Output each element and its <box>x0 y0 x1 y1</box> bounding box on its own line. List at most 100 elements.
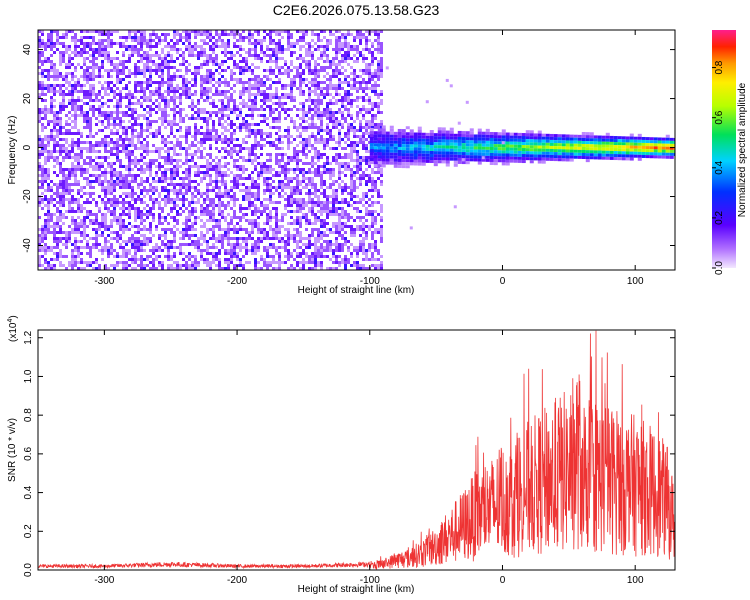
spectrogram-cell <box>158 222 161 225</box>
spectrogram-cell <box>206 78 209 81</box>
spectrogram-cell <box>242 36 245 39</box>
spectrogram-cell <box>266 117 269 120</box>
spectrogram-cell <box>200 132 203 135</box>
spectrogram-cell <box>209 204 212 207</box>
spectrogram-cell <box>311 204 314 207</box>
spectrogram-cell <box>38 144 41 147</box>
spectrogram-cell <box>161 261 164 264</box>
spectrogram-cell <box>47 168 50 171</box>
spectrogram-cell <box>302 204 305 207</box>
spectrogram-cell <box>53 234 56 237</box>
spectrogram-cell <box>140 141 143 144</box>
spectrogram-cell <box>275 138 278 141</box>
spectrogram-cell <box>149 165 152 168</box>
spectrogram-cell <box>272 48 275 51</box>
spectrogram-cell <box>230 249 233 252</box>
spectrogram-cell <box>140 165 143 168</box>
spectrogram-cell <box>197 201 200 204</box>
spectrogram-cell <box>212 57 215 60</box>
spectrogram-cell <box>194 126 197 129</box>
spectrogram-cell <box>314 99 317 102</box>
spectrogram-cell <box>161 180 164 183</box>
spectrogram-cell <box>344 264 347 267</box>
spectrogram-cell <box>38 168 41 171</box>
spectrogram-cell <box>209 102 212 105</box>
spectrogram-cell <box>59 150 62 153</box>
spectrogram-cell <box>317 36 320 39</box>
spectrogram-cell <box>302 264 305 267</box>
spectrogram-cell <box>326 267 329 270</box>
spectrogram-cell <box>86 147 89 150</box>
spectrogram-cell <box>254 144 257 147</box>
spectrogram-cell <box>344 216 347 219</box>
spectrogram-cell <box>188 165 191 168</box>
spectrogram-cell <box>200 84 203 87</box>
spectrogram-cell <box>263 138 266 141</box>
spectrogram-cell <box>41 147 44 150</box>
spectrogram-cell <box>47 210 50 213</box>
spectrogram-cell <box>119 219 122 222</box>
spectrogram-cell <box>326 144 329 147</box>
spectrogram-cell <box>176 123 179 126</box>
spectrogram-cell <box>233 147 236 150</box>
spectrogram-cell <box>140 147 143 150</box>
spectrogram-cell <box>77 159 80 162</box>
spectrogram-cell <box>311 234 314 237</box>
spectrogram-cell <box>254 48 257 51</box>
spectrogram-cell <box>164 105 167 108</box>
spectrogram-cell <box>347 93 350 96</box>
spectrogram-cell <box>302 150 305 153</box>
spectrogram-cell <box>68 201 71 204</box>
spectrogram-cell <box>311 84 314 87</box>
spectrogram-cell <box>170 207 173 210</box>
spectrogram-cell <box>314 249 317 252</box>
spectrogram-cell <box>191 144 194 147</box>
spectrogram-cell <box>71 141 74 144</box>
spectrogram-cell <box>95 162 98 165</box>
spectrogram-cell <box>266 237 269 240</box>
spectrogram-cell <box>62 168 65 171</box>
spectrogram-cell <box>41 75 44 78</box>
spectrogram-cell <box>332 222 335 225</box>
spectrogram-cell <box>230 126 233 129</box>
spectrogram-cell <box>224 249 227 252</box>
spectrogram-cell <box>128 183 131 186</box>
spectrogram-cell <box>155 132 158 135</box>
spectrogram-cell <box>107 87 110 90</box>
spectrogram-cell <box>176 39 179 42</box>
spectrogram-cell <box>305 63 308 66</box>
spectrogram-cell <box>185 189 188 192</box>
spectrogram-cell <box>101 252 104 255</box>
spectrogram-cell <box>185 264 188 267</box>
spectrogram-cell <box>149 123 152 126</box>
spectrogram-cell <box>308 45 311 48</box>
spectrogram-cell <box>149 189 152 192</box>
spectrogram-cell <box>230 141 233 144</box>
spectrogram-cell <box>269 159 272 162</box>
spectrogram-cell <box>164 171 167 174</box>
spectrogram-cell <box>317 108 320 111</box>
spectrogram-cell <box>275 45 278 48</box>
spectrogram-cell <box>332 102 335 105</box>
spectrogram-cell <box>272 192 275 195</box>
spectrogram-cell <box>149 90 152 93</box>
spectrogram-cell <box>329 138 332 141</box>
spectrogram-cell <box>119 120 122 123</box>
spectrogram-cell <box>278 255 281 258</box>
spectrogram-cell <box>284 186 287 189</box>
spectrogram-cell <box>278 72 281 75</box>
spectrogram-cell <box>44 87 47 90</box>
spectrogram-cell <box>254 159 257 162</box>
spectrogram-cell <box>314 84 317 87</box>
spectrogram-cell <box>212 252 215 255</box>
spectrogram-cell <box>194 132 197 135</box>
spectrogram-cell <box>182 192 185 195</box>
spectrogram-cell <box>257 249 260 252</box>
spectrogram-cell <box>275 33 278 36</box>
spectrogram-cell <box>308 72 311 75</box>
spectrogram-cell <box>260 258 263 261</box>
spectrogram-cell <box>146 147 149 150</box>
spectrogram-cell <box>200 195 203 198</box>
spectrogram-cell <box>188 69 191 72</box>
spectrogram-cell <box>305 111 308 114</box>
